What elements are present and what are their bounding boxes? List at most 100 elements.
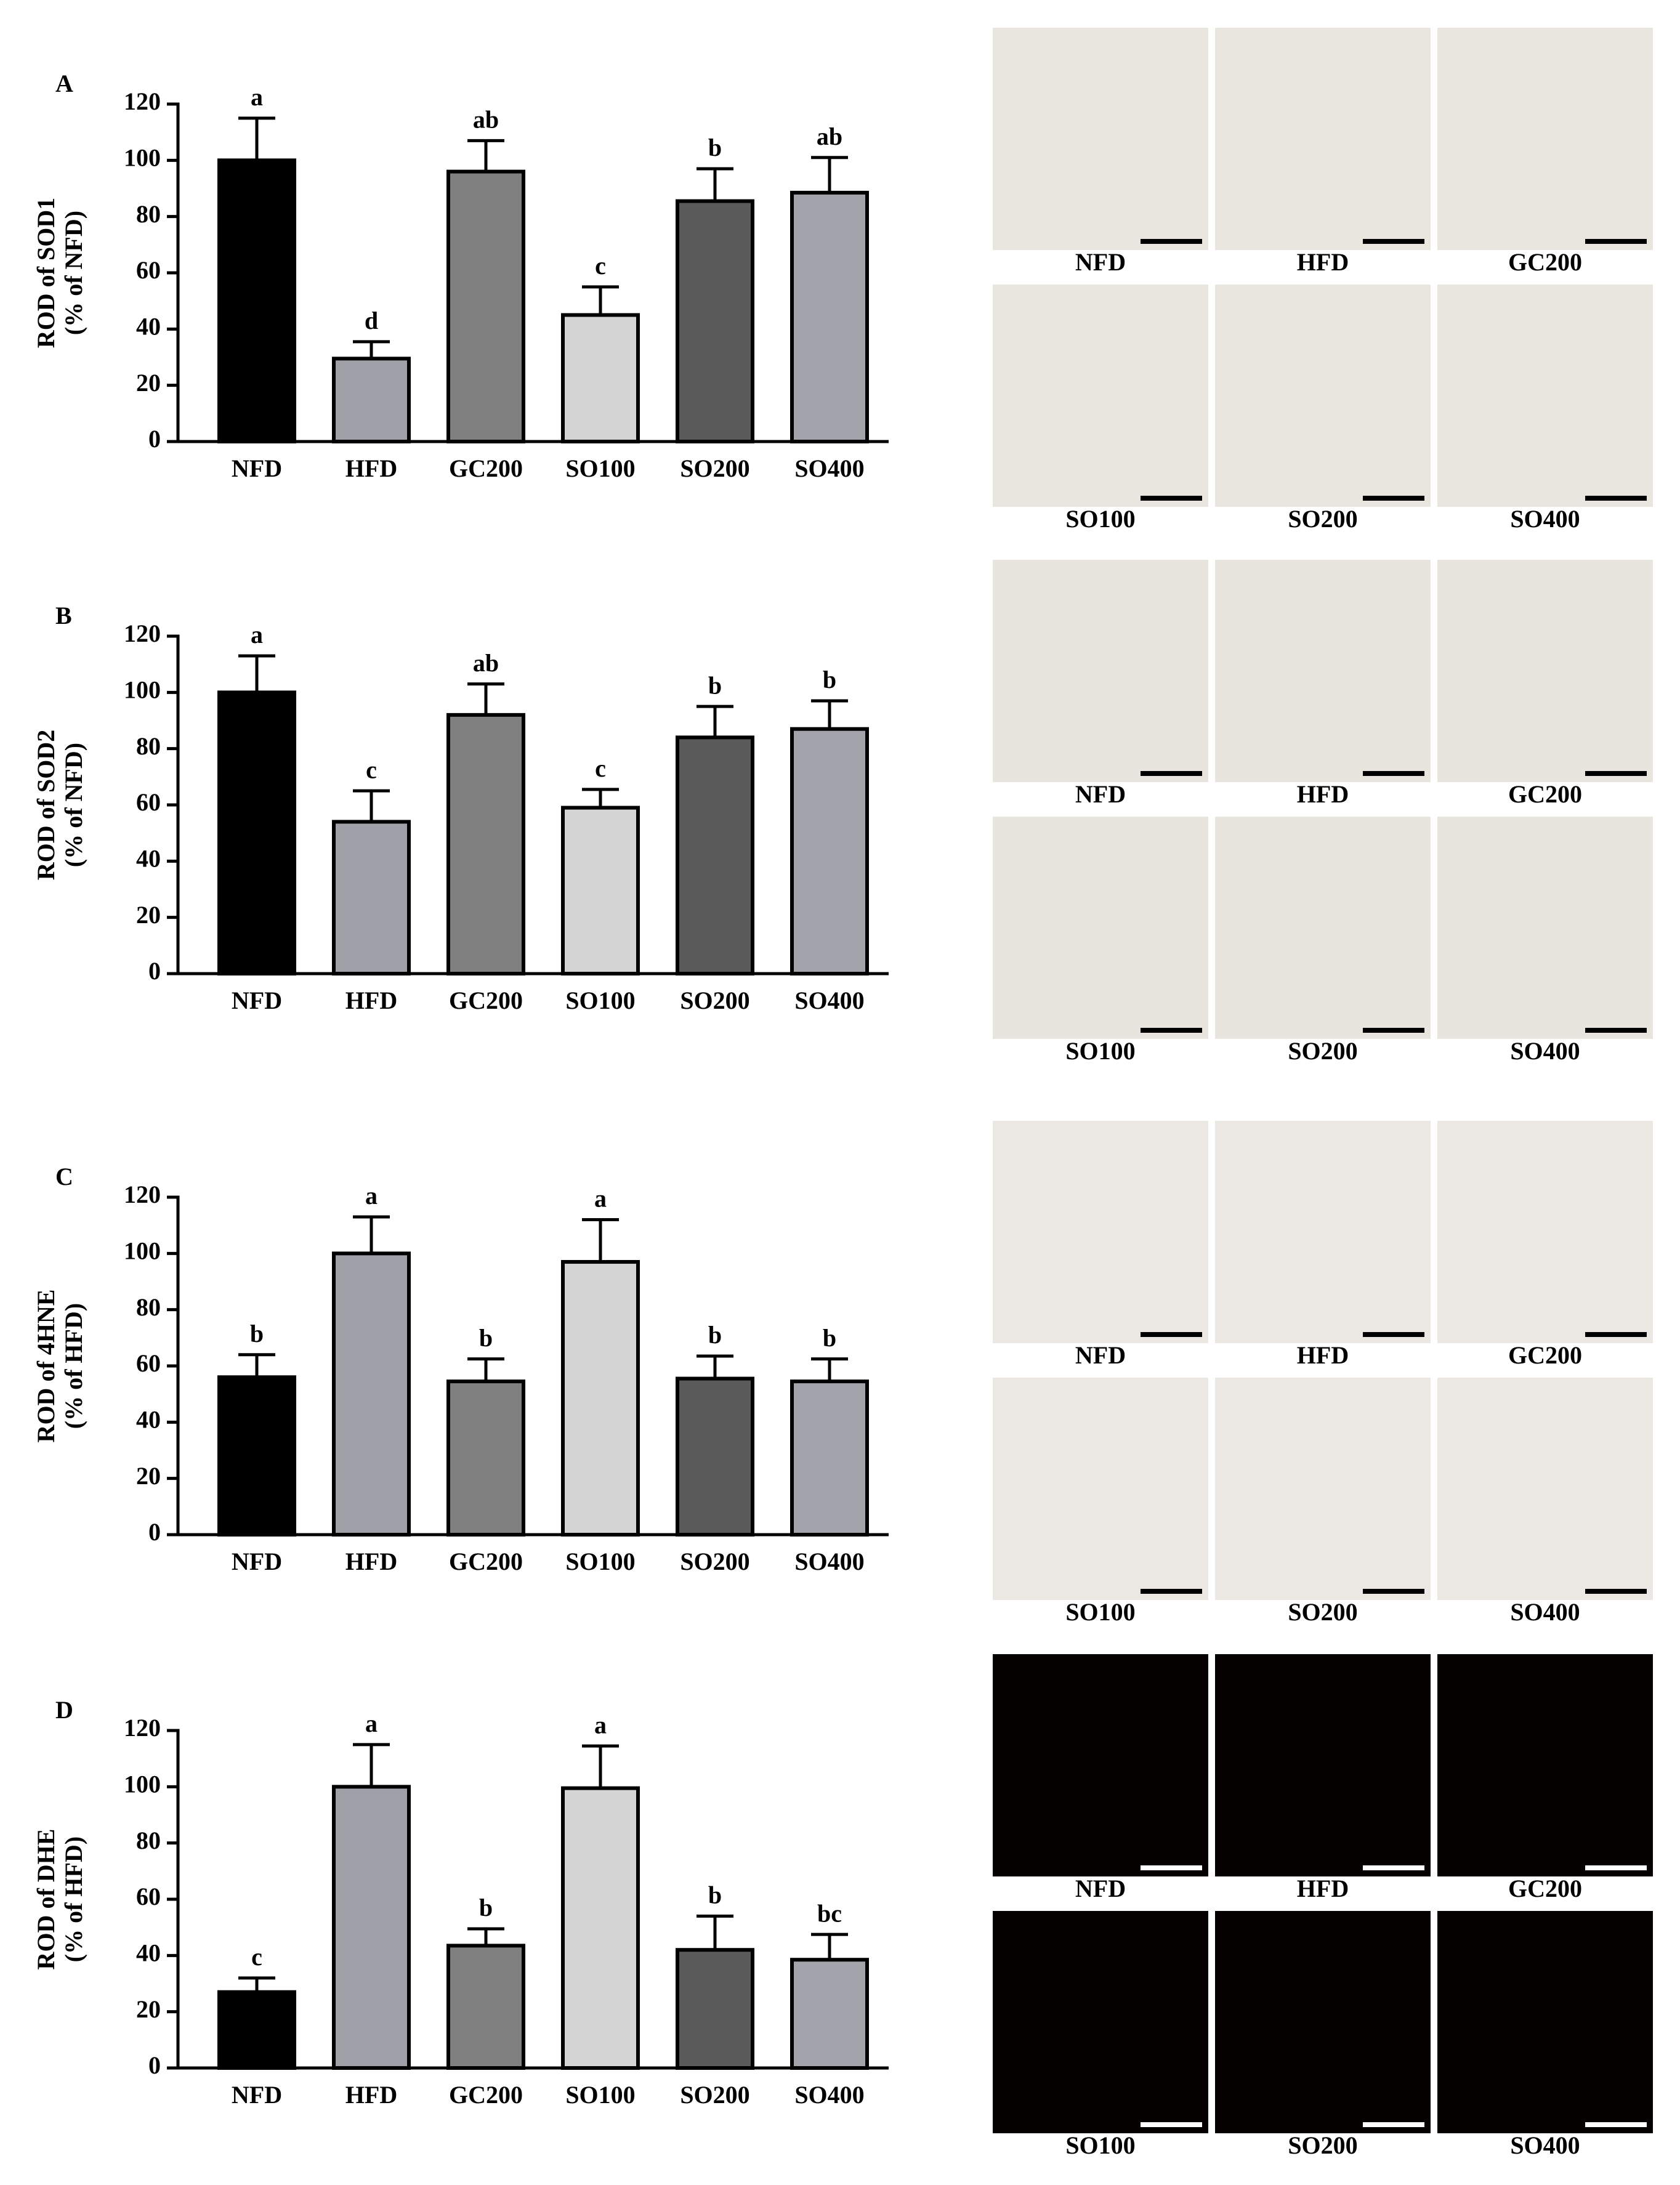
bar — [561, 1786, 640, 2070]
significance-letter: b — [479, 1894, 493, 1921]
bar — [676, 199, 754, 443]
micrograph-label: HFD — [1297, 780, 1349, 808]
micrograph — [993, 1378, 1208, 1600]
y-axis-title: ROD of DHE — [32, 1829, 60, 1970]
scale-bar — [1141, 239, 1202, 244]
x-tick-label: GC200 — [449, 1548, 523, 1575]
y-tick-label: 40 — [136, 313, 161, 341]
significance-letter: a — [365, 1182, 378, 1210]
scale-bar — [1363, 496, 1424, 501]
x-tick-label: HFD — [345, 1548, 397, 1575]
significance-letter: d — [365, 307, 378, 334]
scale-bar — [1363, 1865, 1424, 1870]
x-tick-label: NFD — [232, 1548, 282, 1575]
bar — [217, 158, 296, 443]
micrograph-label: SO400 — [1510, 505, 1580, 533]
significance-letter: b — [823, 666, 836, 693]
significance-letter: b — [708, 1321, 722, 1349]
micrograph-label: SO100 — [1065, 505, 1135, 533]
micrograph — [1215, 560, 1431, 782]
significance-letter: bc — [817, 1899, 842, 1927]
bar — [446, 713, 525, 976]
y-tick-label: 0 — [148, 1518, 161, 1546]
micrograph — [993, 560, 1208, 782]
significance-letter: c — [595, 754, 606, 782]
micrograph-label: SO200 — [1288, 505, 1357, 533]
micrograph-label: SO400 — [1510, 2131, 1580, 2159]
micrograph-label: NFD — [1075, 1341, 1126, 1369]
micrograph-label: GC200 — [1508, 248, 1582, 276]
micrograph — [993, 1911, 1208, 2133]
bar — [332, 1251, 411, 1537]
scale-bar — [1585, 496, 1647, 501]
micrograph-label: SO200 — [1288, 2131, 1357, 2159]
y-axis-title: ROD of SOD2 — [32, 730, 60, 880]
scale-bar — [1141, 1028, 1202, 1033]
bar — [790, 727, 869, 975]
y-axis-title: (% of HFD) — [60, 1303, 87, 1429]
scale-bar — [1585, 1589, 1647, 1594]
bar — [446, 1944, 525, 2070]
significance-letter: a — [251, 621, 263, 648]
micrograph-label: GC200 — [1508, 1875, 1582, 1902]
significance-letter: a — [251, 83, 263, 111]
x-tick-label: NFD — [232, 2081, 282, 2109]
scale-bar — [1363, 771, 1424, 776]
micrograph — [1437, 28, 1653, 250]
bar — [676, 735, 754, 976]
bar — [790, 1379, 869, 1537]
significance-letter: b — [708, 671, 722, 699]
scale-bar — [1585, 1865, 1647, 1870]
scale-bar — [1363, 1028, 1424, 1033]
significance-letter: a — [594, 1711, 607, 1739]
micrograph — [993, 285, 1208, 507]
bar — [446, 1379, 525, 1537]
x-tick-label: SO400 — [794, 1548, 864, 1575]
chart-panel: C ROD of 4HNE (% of HFD) 0 20 40 60 80 100 120 b NF… — [32, 1121, 1653, 1626]
y-tick-label: 0 — [148, 957, 161, 985]
panel-letter: C — [55, 1163, 73, 1190]
scale-bar — [1585, 1332, 1647, 1337]
scale-bar — [1585, 771, 1647, 776]
micrograph — [1437, 1121, 1653, 1343]
micrograph-label: SO200 — [1288, 1598, 1357, 1626]
significance-letter: b — [708, 1881, 722, 1909]
micrograph-label: HFD — [1297, 1341, 1349, 1369]
chart-panel: B ROD of SOD2 (% of NFD) 0 20 40 60 80 100 120 a NF… — [32, 560, 1653, 1065]
micrograph — [1215, 1654, 1431, 1876]
y-tick-label: 60 — [136, 1349, 161, 1377]
x-tick-label: SO100 — [565, 1548, 635, 1575]
significance-letter: b — [823, 1324, 836, 1352]
bar — [561, 1260, 640, 1537]
x-tick-label: NFD — [232, 987, 282, 1014]
micrograph-label: SO100 — [1065, 1598, 1135, 1626]
x-tick-label: SO100 — [565, 987, 635, 1014]
bar — [446, 169, 525, 443]
scale-bar — [1141, 1865, 1202, 1870]
significance-letter: ab — [817, 123, 842, 150]
micrograph-label: SO400 — [1510, 1037, 1580, 1065]
micrograph — [1437, 1911, 1653, 2133]
y-tick-label: 120 — [124, 1714, 161, 1742]
x-tick-label: HFD — [345, 987, 397, 1014]
bar — [217, 690, 296, 976]
significance-letter: b — [479, 1324, 493, 1352]
scale-bar — [1141, 1589, 1202, 1594]
y-tick-label: 100 — [124, 1771, 161, 1798]
bar — [676, 1376, 754, 1537]
micrograph — [1215, 1121, 1431, 1343]
micrograph — [1437, 1654, 1653, 1876]
micrograph — [993, 28, 1208, 250]
scale-bar — [1585, 239, 1647, 244]
bar — [332, 357, 411, 443]
scale-bar — [1141, 771, 1202, 776]
x-tick-label: SO400 — [794, 454, 864, 482]
y-tick-label: 80 — [136, 200, 161, 228]
micrograph — [1215, 1378, 1431, 1600]
bar — [217, 1990, 296, 2070]
scale-bar — [1363, 2122, 1424, 2127]
significance-letter: b — [708, 134, 722, 161]
y-axis-title: ROD of 4HNE — [32, 1290, 60, 1443]
micrograph-label: NFD — [1075, 780, 1126, 808]
y-tick-label: 20 — [136, 1462, 161, 1490]
